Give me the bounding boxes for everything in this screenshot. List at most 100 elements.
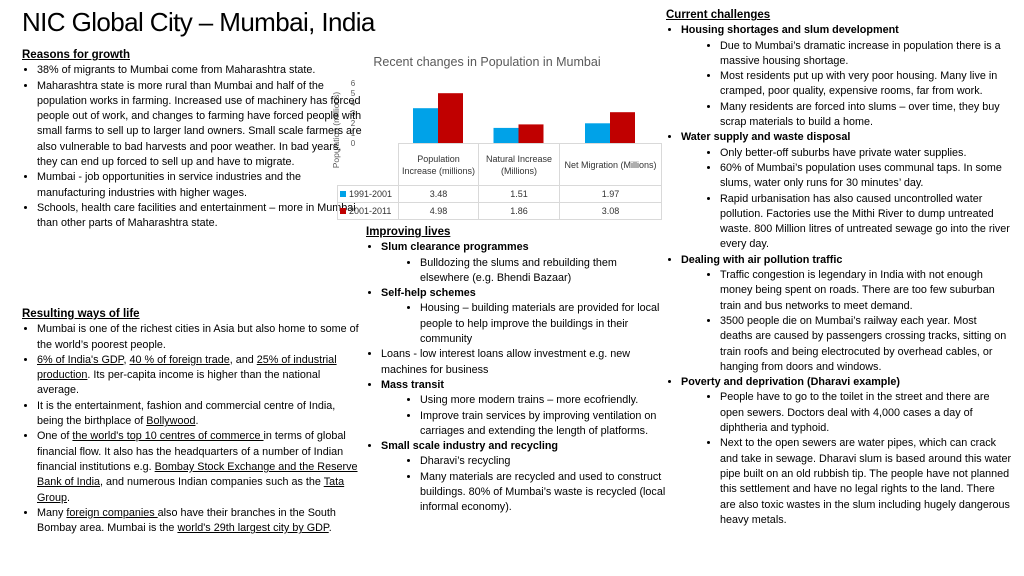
section-heading: Reasons for growth bbox=[22, 49, 130, 61]
text: Rapid urbanisation has also caused uncon… bbox=[720, 192, 1010, 251]
bullet-item: Using more modern trains – more ecofrien… bbox=[420, 393, 666, 408]
link-text[interactable]: 40 % of foreign trade bbox=[129, 353, 230, 366]
bullet-item: Housing – building materials are provide… bbox=[420, 301, 666, 347]
y-tick-label: 4 bbox=[351, 99, 356, 108]
text: Next to the open sewers are water pipes,… bbox=[720, 437, 1012, 526]
text: Many residents are forced into slums – o… bbox=[720, 100, 1000, 129]
legend-swatch bbox=[340, 191, 346, 197]
text: Many bbox=[37, 506, 67, 519]
bullet-list: Using more modern trains – more ecofrien… bbox=[381, 393, 666, 439]
bullet-item: Due to Mumbai’s dramatic increase in pop… bbox=[720, 39, 1012, 70]
bar bbox=[493, 127, 519, 143]
bullet-item: Dealing with air pollution traffic Traffi… bbox=[681, 253, 1012, 375]
bullet-item: Most residents put up with very poor hou… bbox=[720, 69, 1012, 100]
text: Maharashtra state is more rural than Mum… bbox=[37, 79, 362, 169]
bullet-list: Housing – building materials are provide… bbox=[381, 301, 666, 347]
bullet-list: People have to go to the toilet in the s… bbox=[681, 390, 1012, 528]
text: Mumbai is one of the richest cities in A… bbox=[37, 323, 359, 351]
text: Bulldozing the slums and rebuilding them… bbox=[420, 256, 617, 284]
link-text[interactable]: Bombay Stock Exchange and the Reserve Ba… bbox=[37, 460, 358, 489]
text: 38% of migrants to Mumbai come from Maha… bbox=[37, 64, 316, 77]
link-text[interactable]: Bollywood bbox=[146, 415, 196, 428]
link-text[interactable]: foreign companies bbox=[66, 506, 158, 519]
data-row: 1991-2001 3.48 1.51 1.97 bbox=[337, 185, 662, 203]
link-text[interactable]: world's 29th largest city by GDP bbox=[177, 522, 329, 535]
data-table: Population Increase (millions) Natural In… bbox=[337, 143, 662, 220]
section-heading: Improving lives bbox=[366, 226, 451, 238]
bullet-item: Many foreign companies also have their b… bbox=[37, 506, 364, 537]
bullet-item: 3500 people die on Mumbai’s railway each… bbox=[720, 314, 1012, 375]
bar bbox=[518, 124, 544, 143]
text: Due to Mumbai’s dramatic increase in pop… bbox=[720, 39, 1001, 67]
link-text[interactable]: 25% of industrial production bbox=[37, 353, 337, 382]
text: . Its per-capita income is higher than t… bbox=[37, 369, 321, 397]
text: in terms of global financial flow. It al… bbox=[37, 430, 346, 473]
text: It is the entertainment, fashion and com… bbox=[37, 399, 336, 428]
text: Traffic congestion is legendary in India… bbox=[720, 269, 995, 312]
bullet-item: Traffic congestion is legendary in India… bbox=[720, 268, 1012, 314]
value-cell: 1.51 bbox=[478, 185, 560, 203]
text: Poverty and deprivation (Dharavi example… bbox=[681, 376, 901, 389]
bullet-item: Maharashtra state is more rural than Mum… bbox=[37, 79, 362, 171]
text: One of bbox=[37, 430, 73, 443]
link-text[interactable]: Tata Group bbox=[37, 476, 345, 504]
text: also have their branches in the South Bo… bbox=[37, 506, 336, 535]
text: Small scale industry and recycling bbox=[381, 440, 559, 453]
y-tick-label: 2 bbox=[351, 119, 356, 128]
text: Using more modern trains – more ecofrien… bbox=[420, 394, 639, 407]
ways-section: Resulting ways of life Mumbai is one of … bbox=[22, 307, 364, 536]
bullet-item: Next to the open sewers are water pipes,… bbox=[720, 436, 1012, 528]
bullet-item: People have to go to the toilet in the s… bbox=[720, 390, 1012, 436]
bullet-item: 60% of Mumbai’s population uses communal… bbox=[720, 161, 1012, 192]
text: Mumbai - job opportunities in service in… bbox=[37, 171, 302, 199]
section-heading: Resulting ways of life bbox=[22, 308, 140, 320]
legend-label: 2001-2011 bbox=[349, 206, 392, 216]
bullet-item: Rapid urbanisation has also caused uncon… bbox=[720, 192, 1012, 253]
bullet-item: 6% of India's GDP, 40 % of foreign trade… bbox=[37, 353, 364, 399]
header-row: Population Increase (millions) Natural In… bbox=[338, 143, 662, 186]
legend-entry: 2001-2011 bbox=[337, 202, 399, 220]
bullet-list: Bulldozing the slums and rebuilding them… bbox=[381, 256, 666, 287]
bullet-list: Traffic congestion is legendary in India… bbox=[681, 268, 1012, 375]
y-axis-label: Population (millions) bbox=[331, 92, 341, 169]
bullet-item: Many materials are recycled and used to … bbox=[420, 470, 666, 516]
text: 3500 people die on Mumbai’s railway each… bbox=[720, 314, 1007, 373]
text: . bbox=[67, 491, 71, 504]
text: 60% of Mumbai’s population uses communal… bbox=[720, 161, 1002, 190]
text: Self-help schemes bbox=[381, 287, 476, 300]
bullet-list: Housing shortages and slum development Du… bbox=[666, 23, 1012, 528]
category-label: Net Migration (Millions) bbox=[559, 143, 662, 186]
text: Water supply and waste disposal bbox=[681, 131, 851, 144]
value-cell: 1.97 bbox=[559, 185, 662, 203]
bullet-item: Small scale industry and recycling Dharav… bbox=[381, 439, 666, 515]
text: Housing – building materials are provide… bbox=[420, 302, 660, 346]
text: Most residents put up with very poor hou… bbox=[720, 70, 998, 98]
bullet-item: Poverty and deprivation (Dharavi example… bbox=[681, 375, 1012, 528]
bullet-item: Water supply and waste disposal Only bett… bbox=[681, 130, 1012, 252]
bullet-item: 38% of migrants to Mumbai come from Maha… bbox=[37, 63, 362, 78]
data-row: 2001-2011 4.98 1.86 3.08 bbox=[337, 202, 662, 220]
bullet-list: Slum clearance programmes Bulldozing the … bbox=[366, 240, 666, 515]
value-cell: 4.98 bbox=[398, 202, 479, 220]
text: , and bbox=[229, 353, 257, 366]
link-text[interactable]: the world's top 10 centres of commerce bbox=[72, 430, 264, 443]
bar bbox=[610, 112, 635, 143]
y-tick-label: 0 bbox=[351, 139, 356, 148]
bullet-item: Mass transit Using more modern trains – m… bbox=[381, 378, 666, 439]
value-cell: 3.08 bbox=[559, 202, 662, 220]
text: Loans - low interest loans allow investm… bbox=[381, 348, 631, 376]
bullet-item: Only better-off suburbs have private wat… bbox=[720, 146, 1012, 161]
link-text[interactable]: 6% of India's GDP bbox=[37, 353, 124, 366]
legend-swatch bbox=[340, 208, 346, 214]
text: Improve train services by improving vent… bbox=[420, 409, 657, 437]
text: , and numerous Indian companies such as … bbox=[100, 476, 324, 489]
text: Dharavi’s recycling bbox=[420, 455, 511, 468]
challenges-section: Current challenges Housing shortages and… bbox=[666, 8, 1012, 574]
bullet-list: Only better-off suburbs have private wat… bbox=[681, 146, 1012, 253]
bullet-list: Due to Mumbai’s dramatic increase in pop… bbox=[681, 39, 1012, 131]
value-cell: 1.86 bbox=[478, 202, 560, 220]
text: Housing shortages and slum development bbox=[681, 24, 899, 37]
bullet-item: Mumbai is one of the richest cities in A… bbox=[37, 322, 364, 353]
